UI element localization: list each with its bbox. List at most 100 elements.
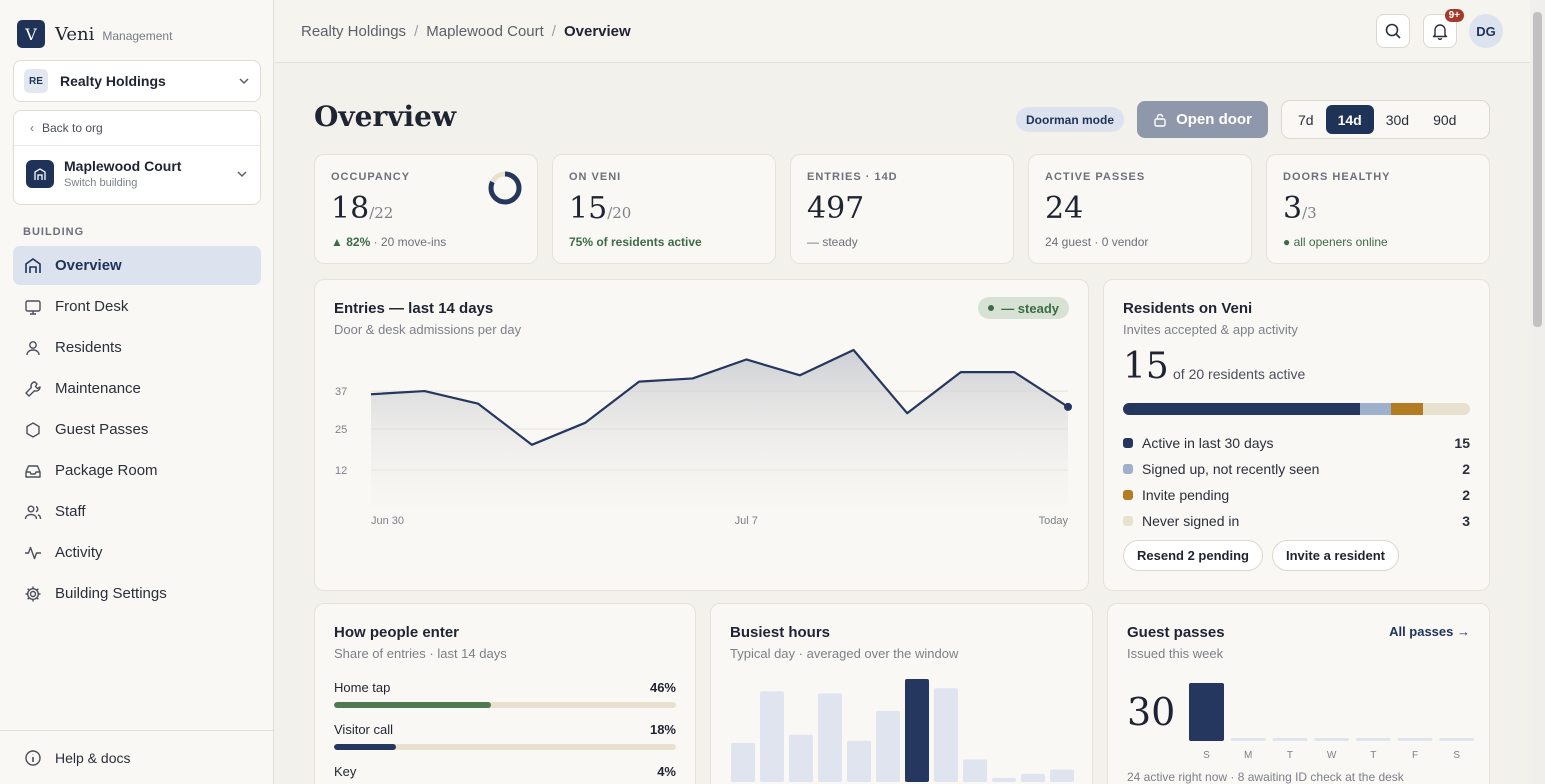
legend-swatch — [1123, 438, 1133, 448]
brand-name: Veni — [55, 23, 95, 45]
residents-active-total: of 20 residents active — [1173, 366, 1306, 382]
kpi-value: 15/20 — [569, 191, 632, 226]
search-button[interactable] — [1376, 14, 1410, 48]
monitor-icon — [25, 299, 41, 315]
users-icon — [24, 505, 42, 519]
card-subtitle: Door & desk admissions per day — [334, 322, 522, 337]
stacked-bar-segment — [1359, 403, 1392, 415]
hour-bar — [1050, 769, 1074, 782]
user-avatar[interactable]: DG — [1469, 14, 1503, 48]
doorman-mode-badge[interactable]: Doorman mode — [1016, 107, 1125, 132]
gear-icon — [25, 586, 41, 601]
sidebar-item-label: Staff — [55, 503, 86, 520]
page-title: Overview — [314, 100, 457, 133]
sidebar-item-residents[interactable]: Residents — [13, 328, 261, 367]
hexagon-icon — [26, 421, 40, 438]
day-label: S — [1203, 750, 1210, 761]
card-title: Busiest hours — [730, 624, 831, 641]
kpi-label: ON VENI — [569, 171, 622, 183]
sidebar-item-staff[interactable]: Staff — [13, 492, 261, 531]
legend-row: Invite pending 2 — [1123, 482, 1470, 508]
y-tick-label: 25 — [335, 424, 347, 436]
stacked-bar-segment — [1391, 403, 1423, 415]
hour-bar — [905, 679, 929, 782]
sidebar-item-guest-passes[interactable]: Guest Passes — [13, 410, 261, 449]
hour-bar — [789, 734, 813, 782]
help-docs-link[interactable]: Help & docs — [0, 730, 274, 784]
y-tick-label: 12 — [335, 465, 347, 477]
kpi-doors-healthy: DOORS HEALTHY 3/3 ● all openers online — [1266, 154, 1490, 264]
stacked-bar-segment — [1123, 403, 1360, 415]
chevron-down-icon — [239, 78, 249, 85]
card-subtitle: Typical day · averaged over the window — [730, 646, 959, 661]
activity-icon — [25, 546, 41, 559]
stacked-bar-segment — [1422, 403, 1470, 415]
range-30d[interactable]: 30d — [1385, 111, 1410, 128]
legend-swatch — [1123, 516, 1133, 526]
sidebar-item-building-settings[interactable]: Building Settings — [13, 574, 261, 613]
status-dot-icon: ● — [1283, 235, 1291, 249]
info-icon — [25, 749, 41, 766]
lock-icon — [1154, 113, 1166, 127]
day-label: W — [1327, 750, 1337, 761]
resend-pending-button[interactable]: Resend 2 pending — [1123, 540, 1263, 571]
range-7d[interactable]: 7d — [1298, 111, 1314, 128]
legend-row: Signed up, not recently seen 2 — [1123, 456, 1470, 482]
sidebar-item-activity[interactable]: Activity — [13, 533, 261, 572]
range-selector: 7d 14d 30d 90d — [1281, 100, 1490, 139]
back-to-org-link[interactable]: ‹ Back to org — [14, 111, 260, 146]
brand-subtitle: Management — [102, 29, 173, 43]
trend-badge: — steady — [978, 297, 1069, 319]
kpi-label: ACTIVE PASSES — [1045, 171, 1146, 183]
y-tick-label: 37 — [335, 386, 347, 398]
notification-count-badge: 9+ — [1444, 9, 1464, 22]
scrollbar[interactable] — [1530, 0, 1545, 784]
invite-resident-button[interactable]: Invite a resident — [1272, 540, 1399, 571]
sidebar-item-overview[interactable]: Overview — [13, 246, 261, 285]
hour-bar — [760, 691, 784, 782]
day-bar — [1272, 738, 1308, 741]
breadcrumb-org[interactable]: Realty Holdings — [301, 23, 407, 40]
all-passes-link[interactable]: All passes → — [1389, 624, 1470, 639]
legend-swatch — [1123, 490, 1133, 500]
open-door-button[interactable]: Open door — [1137, 101, 1268, 138]
building-switcher[interactable]: Maplewood Court Switch building — [14, 146, 260, 189]
hour-bar — [818, 693, 842, 782]
kpi-label: ENTRIES · 14D — [807, 171, 898, 183]
sidebar-item-package-room[interactable]: Package Room — [13, 451, 261, 490]
sidebar-item-front-desk[interactable]: Front Desk — [13, 287, 261, 326]
breadcrumb-separator: / — [551, 23, 556, 40]
brand[interactable]: V Veni Management — [17, 20, 172, 48]
breadcrumb-current: Overview — [563, 23, 631, 40]
day-bar — [1439, 738, 1475, 741]
building-card: ‹ Back to org Maplewood Court Switch bui… — [13, 110, 261, 205]
bell-icon — [1432, 24, 1448, 40]
building-switch-label: Switch building — [64, 177, 138, 189]
guest-passes-count: 30 — [1127, 690, 1176, 734]
org-switcher[interactable]: RE Realty Holdings — [13, 60, 261, 102]
open-door-label: Open door — [1176, 111, 1252, 128]
legend-row: Never signed in 3 — [1123, 508, 1470, 534]
scrollbar-thumb[interactable] — [1533, 12, 1542, 327]
hour-bar — [992, 777, 1016, 782]
day-bar — [1397, 738, 1433, 741]
kpi-occupancy: OCCUPANCY 18/22 ▲ 82% · 20 move-ins — [314, 154, 538, 264]
entry-method-row: Visitor call 18% — [334, 722, 676, 750]
occupancy-change: 82% — [346, 235, 371, 249]
sidebar-item-maintenance[interactable]: Maintenance — [13, 369, 261, 408]
kpi-foot: ● all openers online — [1283, 235, 1388, 249]
notifications-button[interactable]: 9+ — [1423, 9, 1464, 48]
entry-method-row: Home tap 46% — [334, 680, 676, 708]
card-subtitle: Invites accepted & app activity — [1123, 322, 1298, 337]
hour-bar — [1021, 773, 1045, 782]
range-14d[interactable]: 14d — [1325, 105, 1374, 134]
guest-passes-card: Guest passes All passes → Issued this we… — [1107, 603, 1490, 784]
day-label: S — [1453, 750, 1460, 761]
occupancy-moveins: · 20 move-ins — [373, 235, 447, 249]
day-label: F — [1412, 750, 1418, 761]
breadcrumb-building[interactable]: Maplewood Court — [426, 23, 544, 40]
range-90d[interactable]: 90d — [1433, 111, 1457, 128]
help-label: Help & docs — [55, 749, 131, 766]
back-to-org-label: Back to org — [42, 121, 103, 135]
